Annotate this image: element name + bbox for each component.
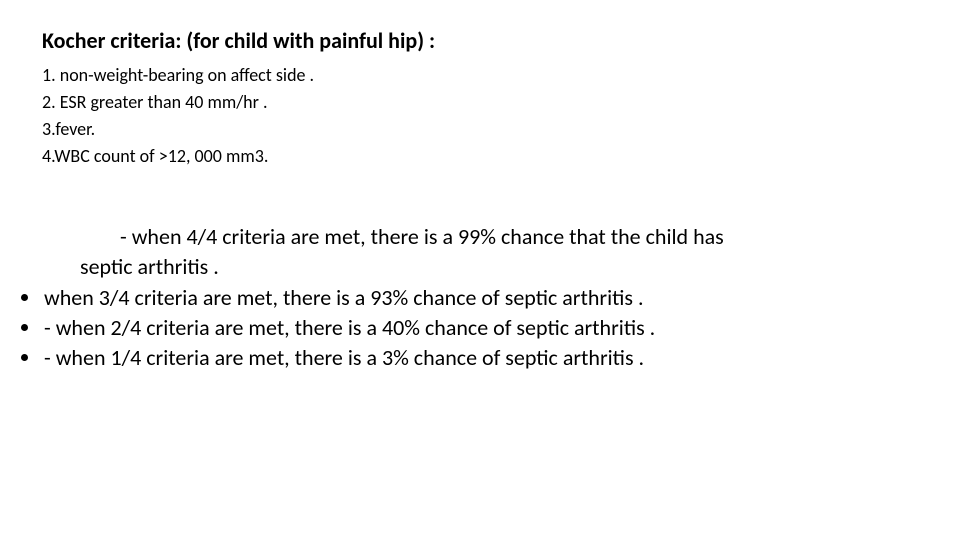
slide-title: Kocher criteria: (for child with painful… xyxy=(42,28,435,54)
interpretation-bullet-2of4: - when 2/4 criteria are met, there is a … xyxy=(42,313,920,343)
interpretation-block: - when 4/4 criteria are met, there is a … xyxy=(20,222,920,372)
interpretation-bullet-3of4: when 3/4 criteria are met, there is a 93… xyxy=(42,283,920,313)
interpretation-bullet-1of4: - when 1/4 criteria are met, there is a … xyxy=(42,343,920,373)
slide: Kocher criteria: (for child with painful… xyxy=(0,0,960,540)
interpretation-text-4of4-a: - when 4/4 criteria are met, there is a … xyxy=(120,223,724,250)
criteria-item-3: 3.fever. xyxy=(42,116,314,143)
interpretation-text-4of4-b: septic arthritis . xyxy=(80,252,920,282)
criteria-item-4: 4.WBC count of >12, 000 mm3. xyxy=(42,143,314,170)
criteria-item-1: 1. non-weight-bearing on affect side . xyxy=(42,62,314,89)
interpretation-line-4of4: - when 4/4 criteria are met, there is a … xyxy=(80,222,920,281)
criteria-item-2: 2. ESR greater than 40 mm/hr . xyxy=(42,89,314,116)
interpretation-bullet-list: when 3/4 criteria are met, there is a 93… xyxy=(20,283,920,372)
criteria-list: 1. non-weight-bearing on affect side . 2… xyxy=(42,62,314,170)
